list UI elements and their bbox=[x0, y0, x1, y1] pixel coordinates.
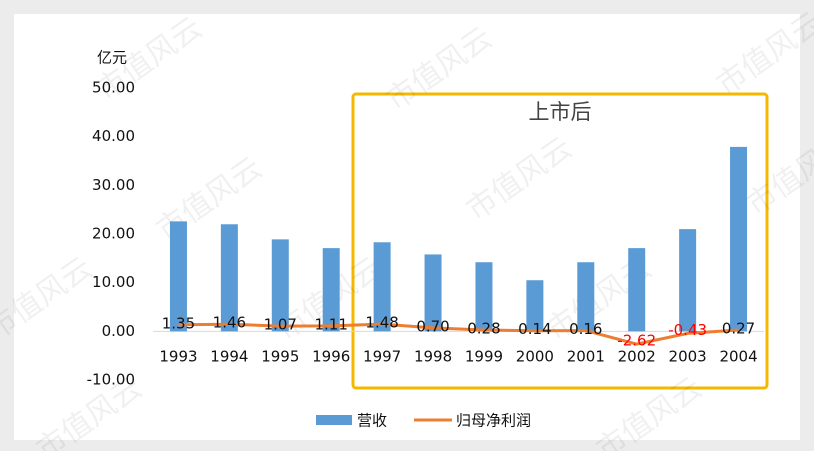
bar bbox=[526, 280, 544, 332]
data-label: 1.46 bbox=[213, 314, 246, 332]
data-label: 0.27 bbox=[722, 320, 755, 338]
x-tick-label: 2002 bbox=[618, 348, 656, 366]
x-tick-label: 2003 bbox=[669, 348, 707, 366]
panel bbox=[14, 14, 800, 440]
x-tick-label: 1993 bbox=[159, 348, 197, 366]
data-label: 1.35 bbox=[162, 314, 195, 332]
bar bbox=[373, 242, 391, 332]
bar bbox=[628, 248, 646, 332]
bar bbox=[424, 254, 442, 332]
line bbox=[178, 322, 739, 346]
highlight-box bbox=[351, 92, 769, 390]
legend-label: 营收 bbox=[357, 412, 387, 430]
data-label: 1.11 bbox=[315, 315, 348, 333]
x-tick-label: 1999 bbox=[465, 348, 503, 366]
bar bbox=[271, 239, 289, 332]
bar bbox=[577, 262, 595, 332]
x-tick-label: 1996 bbox=[312, 348, 350, 366]
legend-swatch bbox=[316, 415, 352, 425]
annotation: 上市后 bbox=[529, 100, 592, 124]
data-label: 0.16 bbox=[569, 320, 602, 338]
y-tick-label: 0.00 bbox=[102, 322, 135, 340]
bar bbox=[322, 248, 340, 332]
data-label: 0.14 bbox=[518, 320, 551, 338]
data-label: -0.43 bbox=[668, 321, 707, 339]
bar bbox=[730, 146, 748, 332]
data-label: -2.62 bbox=[617, 332, 656, 350]
legend-label: 归母净利润 bbox=[456, 412, 531, 430]
bar bbox=[475, 262, 493, 332]
data-label: 0.70 bbox=[416, 317, 449, 335]
x-tick-label: 1994 bbox=[210, 348, 248, 366]
x-tick-label: 1998 bbox=[414, 348, 452, 366]
data-label: 0.28 bbox=[467, 319, 500, 337]
y-tick-label: -10.00 bbox=[87, 371, 135, 389]
x-tick-label: 2001 bbox=[567, 348, 605, 366]
y-tick-label: 30.00 bbox=[92, 176, 135, 194]
y-tick-label: 50.00 bbox=[92, 79, 135, 97]
x-tick-label: 2000 bbox=[516, 348, 554, 366]
y-tick-label: 40.00 bbox=[92, 127, 135, 145]
x-tick-label: 1995 bbox=[261, 348, 299, 366]
x-tick-label: 1997 bbox=[363, 348, 401, 366]
data-label: 1.48 bbox=[365, 314, 398, 332]
data-label: 1.07 bbox=[264, 316, 297, 334]
y-tick-label: 10.00 bbox=[92, 273, 135, 291]
unit-label: 亿元 bbox=[97, 49, 127, 67]
x-tick-label: 2004 bbox=[719, 348, 757, 366]
y-tick-label: 20.00 bbox=[92, 225, 135, 243]
bar bbox=[169, 221, 187, 332]
bar bbox=[220, 224, 238, 332]
bar bbox=[679, 229, 697, 332]
